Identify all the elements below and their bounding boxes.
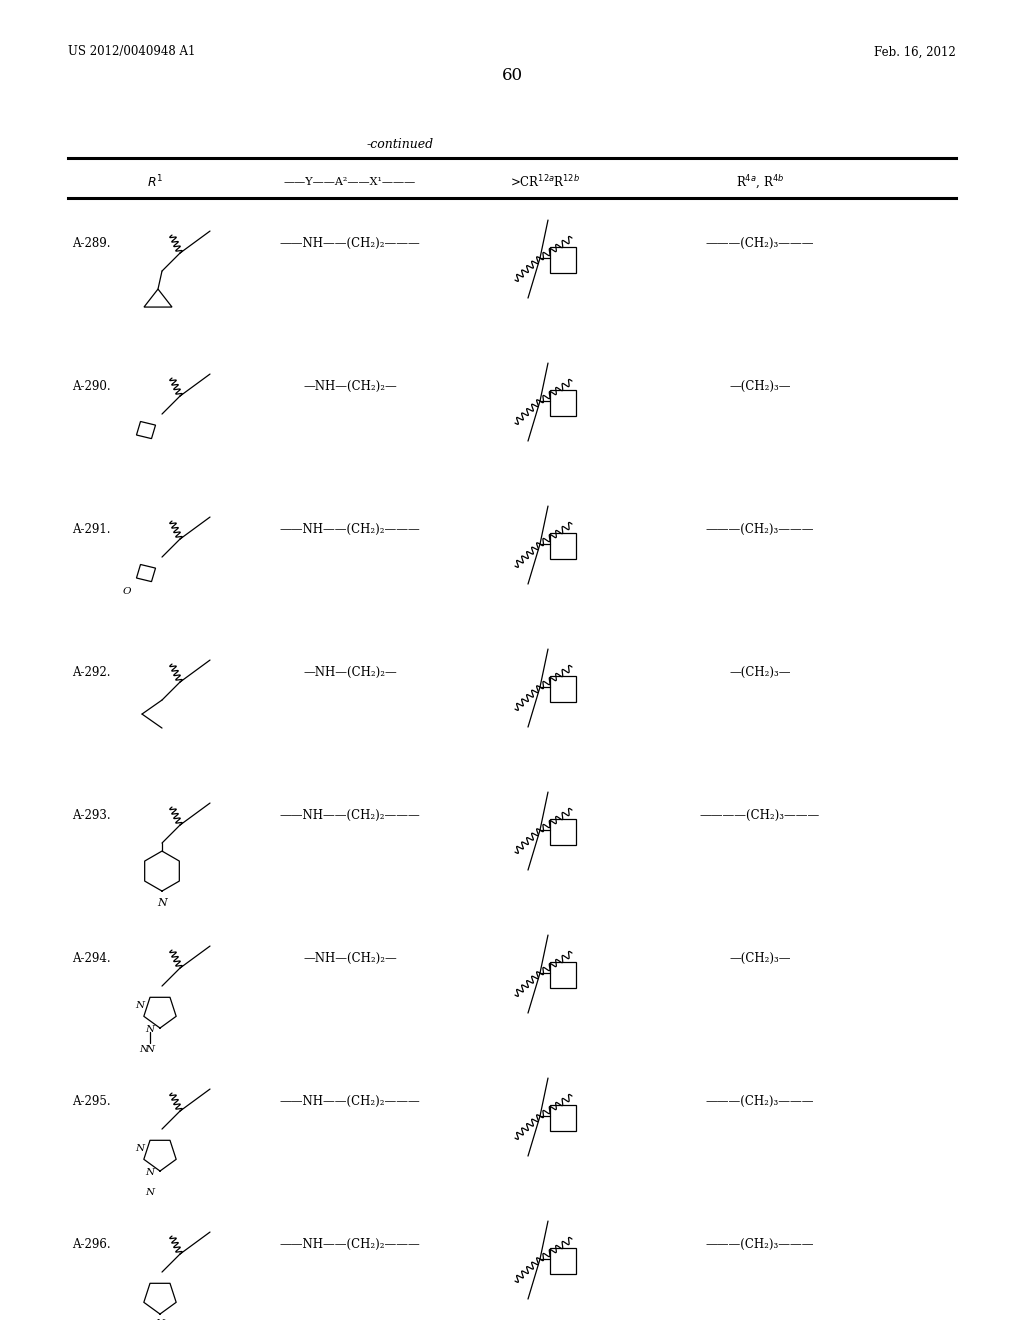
Bar bbox=[550, 676, 575, 702]
Text: ——NH——(CH₂)₂———: ——NH——(CH₂)₂——— bbox=[280, 809, 421, 821]
Text: ——NH——(CH₂)₂———: ——NH——(CH₂)₂——— bbox=[280, 523, 421, 536]
Bar bbox=[550, 1105, 575, 1131]
Bar bbox=[550, 533, 575, 560]
Text: —(CH₂)₃—: —(CH₂)₃— bbox=[729, 665, 791, 678]
Text: ——NH——(CH₂)₂———: ——NH——(CH₂)₂——— bbox=[280, 1238, 421, 1250]
Text: A-291.: A-291. bbox=[72, 523, 111, 536]
Text: -continued: -continued bbox=[367, 139, 433, 152]
Text: ———(CH₂)₃———: ———(CH₂)₃——— bbox=[706, 1238, 814, 1250]
Text: N: N bbox=[135, 1144, 143, 1154]
Text: ——Y——A²——X¹———: ——Y——A²——X¹——— bbox=[284, 177, 416, 187]
Text: —NH—(CH₂)₂—: —NH—(CH₂)₂— bbox=[303, 380, 397, 392]
Text: ——NH——(CH₂)₂———: ——NH——(CH₂)₂——— bbox=[280, 236, 421, 249]
Text: —(CH₂)₃—: —(CH₂)₃— bbox=[729, 952, 791, 965]
Text: A-289.: A-289. bbox=[72, 236, 111, 249]
Text: A-293.: A-293. bbox=[72, 809, 111, 821]
Text: N: N bbox=[145, 1045, 155, 1053]
Text: ——NH——(CH₂)₂———: ——NH——(CH₂)₂——— bbox=[280, 1094, 421, 1107]
Bar bbox=[550, 818, 575, 845]
Text: A-296.: A-296. bbox=[72, 1238, 111, 1250]
Bar bbox=[550, 247, 575, 273]
Text: ———(CH₂)₃———: ———(CH₂)₃——— bbox=[706, 236, 814, 249]
Bar bbox=[550, 962, 575, 989]
Text: A-292.: A-292. bbox=[72, 665, 111, 678]
Text: ———(CH₂)₃———: ———(CH₂)₃——— bbox=[706, 523, 814, 536]
Text: A-295.: A-295. bbox=[72, 1094, 111, 1107]
Text: A-294.: A-294. bbox=[72, 952, 111, 965]
Text: N: N bbox=[145, 1024, 155, 1034]
Text: O: O bbox=[123, 587, 131, 595]
Text: A-290.: A-290. bbox=[72, 380, 111, 392]
Bar bbox=[550, 1249, 575, 1274]
Text: N: N bbox=[157, 898, 167, 908]
Text: 60: 60 bbox=[502, 67, 522, 84]
Text: Feb. 16, 2012: Feb. 16, 2012 bbox=[874, 45, 956, 58]
Text: N: N bbox=[139, 1045, 148, 1053]
Text: N: N bbox=[135, 1002, 143, 1011]
Text: >CR$^{12a}$R$^{12b}$: >CR$^{12a}$R$^{12b}$ bbox=[510, 174, 580, 190]
Text: ———(CH₂)₃———: ———(CH₂)₃——— bbox=[706, 1094, 814, 1107]
Text: N: N bbox=[145, 1188, 155, 1197]
Text: —(CH₂)₃—: —(CH₂)₃— bbox=[729, 380, 791, 392]
Text: R$^{4a}$, R$^{4b}$: R$^{4a}$, R$^{4b}$ bbox=[736, 173, 784, 190]
Text: —NH—(CH₂)₂—: —NH—(CH₂)₂— bbox=[303, 952, 397, 965]
Bar bbox=[550, 391, 575, 416]
Text: —NH—(CH₂)₂—: —NH—(CH₂)₂— bbox=[303, 665, 397, 678]
Text: N: N bbox=[145, 1168, 155, 1177]
Text: US 2012/0040948 A1: US 2012/0040948 A1 bbox=[68, 45, 196, 58]
Text: ————(CH₂)₃———: ————(CH₂)₃——— bbox=[699, 809, 820, 821]
Text: $R^{1}$: $R^{1}$ bbox=[146, 174, 163, 190]
